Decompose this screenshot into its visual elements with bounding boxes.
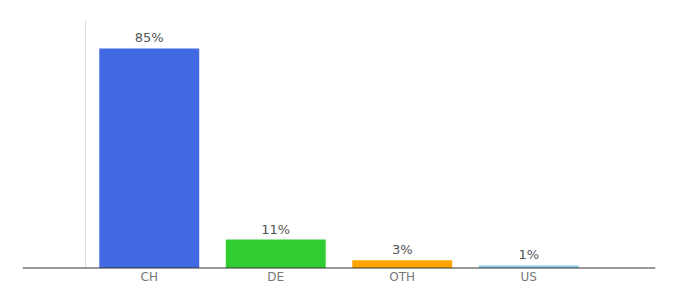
svg-text:CH: CH xyxy=(141,270,158,284)
svg-text:US: US xyxy=(521,270,537,284)
svg-text:DE: DE xyxy=(267,270,284,284)
svg-text:1%: 1% xyxy=(518,247,539,262)
svg-text:11%: 11% xyxy=(261,222,290,237)
svg-text:OTH: OTH xyxy=(389,270,415,284)
svg-text:85%: 85% xyxy=(135,30,164,45)
svg-text:3%: 3% xyxy=(392,242,413,257)
